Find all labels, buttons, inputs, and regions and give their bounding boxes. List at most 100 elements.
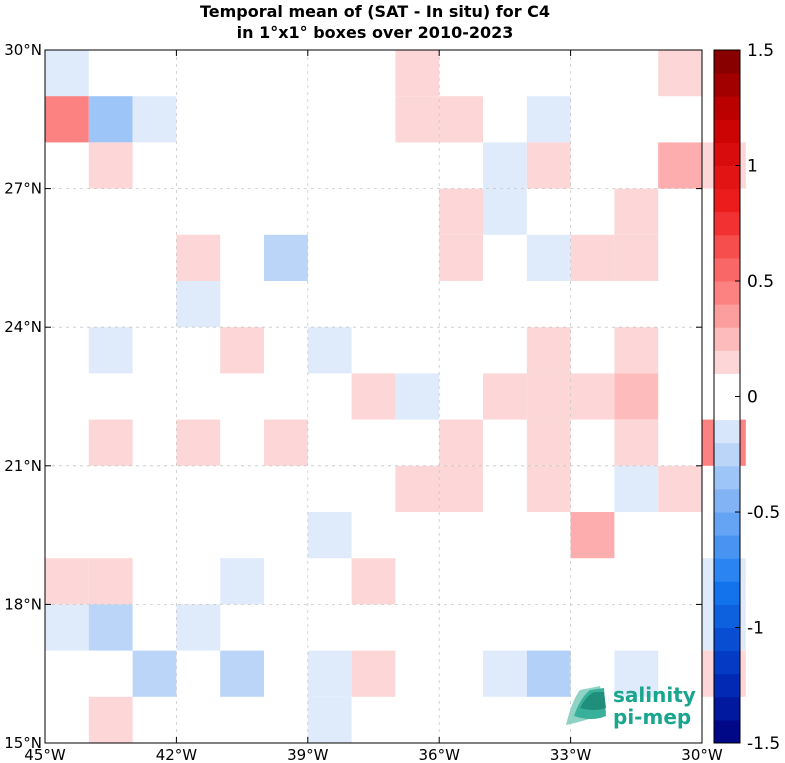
y-tick-label: 27°N: [4, 180, 42, 198]
heatmap-cell: [88, 604, 133, 651]
heatmap-cell: [483, 373, 527, 420]
x-tick-label: 39°W: [287, 746, 329, 763]
logo-line-1: salinity: [613, 683, 696, 707]
colorbar-segment: [714, 119, 740, 143]
colorbar-segment: [714, 512, 740, 536]
heatmap-cell: [220, 327, 264, 374]
colorbar-segment: [714, 558, 740, 582]
heatmap-cell: [614, 465, 659, 512]
colorbar-segment: [714, 234, 740, 259]
colorbar-segment: [714, 73, 740, 97]
heatmap-cells: [45, 50, 746, 743]
colorbar-tick-label: -1: [747, 619, 764, 639]
heatmap-cell: [176, 234, 221, 281]
heatmap-cell: [614, 373, 659, 420]
heatmap-cell: [439, 188, 483, 235]
heatmap-cell: [88, 327, 133, 374]
y-tick-label: 24°N: [4, 318, 42, 336]
heatmap-cell: [526, 373, 571, 420]
heatmap-cell: [614, 188, 659, 235]
heatmap-cell: [483, 650, 527, 697]
heatmap-cell: [351, 558, 396, 605]
colorbar-segment: [714, 304, 740, 328]
heatmap-cell: [526, 419, 571, 466]
heatmap-cell: [526, 650, 571, 697]
colorbar-segment: [714, 719, 740, 744]
heatmap-cell: [570, 512, 615, 559]
colorbar-segment: [714, 211, 740, 236]
chart-title-line-2: in 1°x1° boxes over 2010-2023: [237, 23, 514, 42]
heatmap-cell: [395, 50, 440, 97]
heatmap-cell: [88, 142, 133, 189]
colorbar-segment: [714, 627, 740, 652]
y-tick-label: 21°N: [4, 457, 42, 475]
heatmap-cell: [220, 558, 264, 605]
colorbar-tick-label: 0.5: [747, 272, 774, 292]
heatmap-cell: [658, 142, 702, 189]
heatmap-cell: [526, 327, 571, 374]
heatmap-cell: [264, 234, 308, 281]
heatmap-cell: [439, 465, 483, 512]
colorbar-tick-label: 1.5: [747, 41, 774, 61]
heatmap-cell: [614, 327, 659, 374]
heatmap-cell: [526, 465, 571, 512]
colorbar-segment: [714, 696, 740, 721]
heatmap-cell: [439, 234, 483, 281]
heatmap-cell: [658, 50, 702, 97]
heatmap-cell: [614, 419, 659, 466]
heatmap-cell: [220, 650, 264, 697]
colorbar-segment: [714, 465, 740, 490]
heatmap-cell: [351, 650, 396, 697]
heatmap-cell: [132, 650, 177, 697]
heatmap-cell: [307, 512, 352, 559]
colorbar-segment: [714, 488, 740, 513]
colorbar-segment: [714, 257, 740, 282]
colorbar-segment: [714, 50, 740, 74]
x-axis: 45°W 42°W 39°W 36°W 33°W 30°W: [24, 50, 723, 763]
colorbar-tick-label: 0: [747, 388, 758, 408]
colorbar-segment: [714, 142, 740, 166]
colorbar-tick-label: 1: [747, 157, 758, 177]
x-tick-label: 36°W: [418, 746, 460, 763]
heatmap-cell: [351, 373, 396, 420]
heatmap-cell: [395, 373, 440, 420]
y-tick-label: 15°N: [4, 734, 42, 752]
x-tick-label: 45°W: [24, 746, 66, 763]
heatmap-cell: [45, 558, 89, 605]
colorbar: 1.5 1 0.5 0 -0.5 -1 -1.5: [713, 41, 780, 754]
chart-title-line-1: Temporal mean of (SAT - In situ) for C4: [200, 2, 550, 21]
heatmap-cell: [570, 373, 615, 420]
colorbar-segment: [714, 165, 740, 190]
y-tick-label: 30°N: [4, 41, 42, 59]
y-axis: 30°N 27°N 24°N 21°N 18°N 15°N: [4, 41, 702, 752]
colorbar-segment: [714, 327, 740, 351]
colorbar-segment: [714, 442, 740, 467]
heatmap-cell: [526, 96, 571, 143]
x-tick-label: 30°W: [681, 746, 723, 763]
colorbar-tick-label: -0.5: [747, 503, 780, 523]
y-tick-label: 18°N: [4, 595, 42, 613]
colorbar-segment: [714, 604, 740, 628]
colorbar-segment: [714, 188, 740, 213]
heatmap-cell: [395, 465, 440, 512]
heatmap-cell: [307, 650, 352, 697]
heatmap-cell: [176, 604, 221, 651]
heatmap-cell: [307, 696, 352, 743]
x-tick-label: 33°W: [550, 746, 592, 763]
logo-line-2: pi-mep: [613, 705, 691, 729]
heatmap-cell: [658, 465, 702, 512]
heatmap-cell: [483, 188, 527, 235]
heatmap-cell: [570, 234, 615, 281]
heatmap-cell: [395, 96, 440, 143]
heatmap-cell: [88, 696, 133, 743]
heatmap-cell: [439, 96, 483, 143]
heatmap-cell: [264, 419, 308, 466]
heatmap-cell: [526, 142, 571, 189]
heatmap-cell: [526, 234, 571, 281]
heatmap-cell: [88, 419, 133, 466]
colorbar-segment: [714, 650, 740, 675]
colorbar-segment: [714, 535, 740, 559]
wave-logo-icon: [566, 686, 606, 725]
heatmap-cell: [439, 419, 483, 466]
colorbar-segment: [714, 373, 740, 397]
